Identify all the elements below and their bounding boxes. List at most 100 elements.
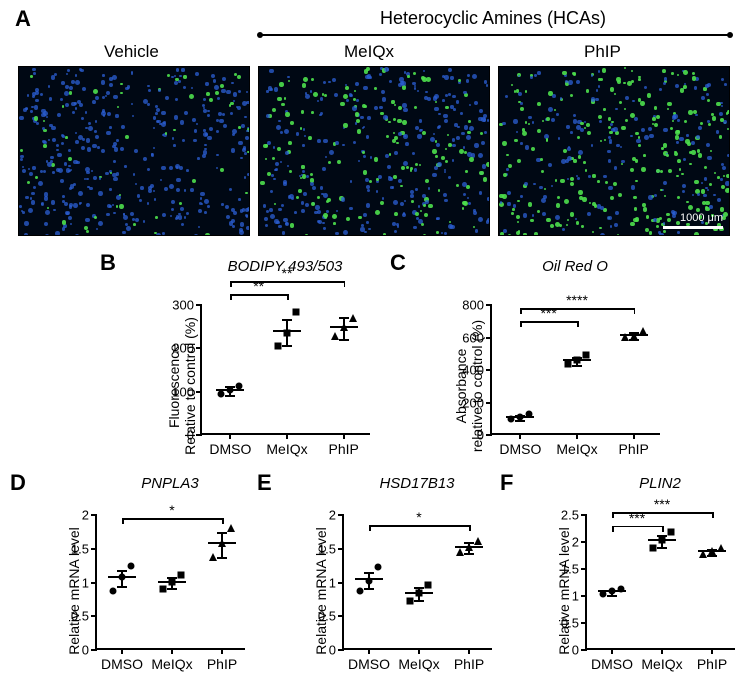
sig-line [230, 281, 343, 283]
sig-tick [520, 308, 522, 314]
data-point [425, 582, 432, 589]
x-tick-label: PhIP [454, 656, 484, 672]
x-tick-label: DMSO [499, 441, 541, 457]
sig-tick [662, 526, 664, 532]
error-cap [225, 395, 235, 397]
y-tick-label: 0 [572, 643, 579, 658]
error-cap [117, 586, 127, 588]
chart-title: PNPLA3 [75, 475, 265, 492]
y-tick [486, 369, 492, 371]
y-tick-label: 2 [572, 535, 579, 550]
data-point [357, 587, 364, 594]
y-tick-label: 0 [187, 428, 194, 443]
sig-tick [712, 512, 714, 518]
data-point [284, 330, 291, 337]
y-axis-label: Relative mRNA level [556, 527, 572, 655]
sig-tick [612, 512, 614, 518]
x-tick [519, 433, 521, 439]
data-point [621, 333, 629, 341]
data-point [465, 543, 473, 551]
y-tick-label: 1.5 [318, 541, 336, 556]
y-tick [486, 434, 492, 436]
panel-label: B [100, 250, 116, 276]
y-tick-label: 1.5 [561, 562, 579, 577]
scale-bar: 1000 μm [663, 212, 723, 229]
sig-line [612, 526, 662, 528]
data-point [668, 528, 675, 535]
error-cap [282, 319, 292, 321]
y-tick-label: 200 [462, 395, 484, 410]
error-cap [217, 532, 227, 534]
data-point [407, 597, 414, 604]
data-point [650, 545, 657, 552]
y-tick-label: 600 [462, 330, 484, 345]
x-tick-label: DMSO [209, 441, 251, 457]
image-label: MeIQx [344, 42, 394, 62]
y-tick [91, 582, 97, 584]
error-cap [364, 588, 374, 590]
chart-title: Oil Red O [470, 258, 680, 275]
image-label: Vehicle [104, 42, 159, 62]
y-tick-label: 0.5 [561, 616, 579, 631]
sig-tick [577, 321, 579, 327]
y-tick [581, 622, 587, 624]
data-point [639, 327, 647, 335]
panel-label: E [257, 470, 272, 496]
x-tick [711, 648, 713, 654]
y-tick [581, 514, 587, 516]
sig-line [520, 308, 633, 310]
sig-tick [222, 518, 224, 524]
panel-label-a: A [15, 6, 31, 32]
x-tick [221, 648, 223, 654]
micrograph [258, 66, 490, 236]
image-label: PhIP [584, 42, 621, 62]
data-point [331, 332, 339, 340]
data-point [218, 539, 226, 547]
x-tick [468, 648, 470, 654]
data-point [600, 591, 607, 598]
data-point [699, 550, 707, 558]
data-point [618, 585, 625, 592]
y-tick [338, 649, 344, 651]
data-point [227, 386, 234, 393]
data-point [293, 308, 300, 315]
y-tick [581, 649, 587, 651]
y-tick-label: 200 [172, 341, 194, 356]
sig-line [369, 525, 469, 527]
data-point [565, 360, 572, 367]
hca-heading: Heterocyclic Amines (HCAs) [380, 8, 606, 29]
sig-label: * [416, 509, 421, 525]
sig-tick [230, 281, 232, 287]
data-point [169, 578, 176, 585]
error-cap [657, 547, 667, 549]
y-tick-label: 0 [82, 643, 89, 658]
x-tick [661, 648, 663, 654]
error-cap [339, 317, 349, 319]
y-tick-label: 0 [477, 428, 484, 443]
data-point [526, 410, 533, 417]
y-tick-label: 2 [82, 508, 89, 523]
x-tick-label: PhIP [328, 441, 358, 457]
x-tick [611, 648, 613, 654]
sig-line [612, 512, 712, 514]
y-tick [486, 337, 492, 339]
x-tick-label: MeIQx [151, 656, 192, 672]
micrograph [18, 66, 250, 236]
x-tick-label: MeIQx [266, 441, 307, 457]
y-tick [196, 347, 202, 349]
sig-line [122, 518, 222, 520]
data-point [218, 391, 225, 398]
plot-area: 00.511.52DMSOMeIQxPhIP* [342, 515, 492, 650]
error-cap [339, 339, 349, 341]
y-tick [338, 548, 344, 550]
panel-label: D [10, 470, 26, 496]
data-point [366, 577, 373, 584]
y-tick-label: 1 [82, 575, 89, 590]
plot-area: 00.511.522.5DMSOMeIQxPhIP****** [585, 515, 735, 650]
y-tick-label: 1 [329, 575, 336, 590]
error-cap [167, 588, 177, 590]
sig-tick [469, 525, 471, 531]
data-point [128, 562, 135, 569]
chart-title: HSD17B13 [322, 475, 512, 492]
data-point [178, 572, 185, 579]
